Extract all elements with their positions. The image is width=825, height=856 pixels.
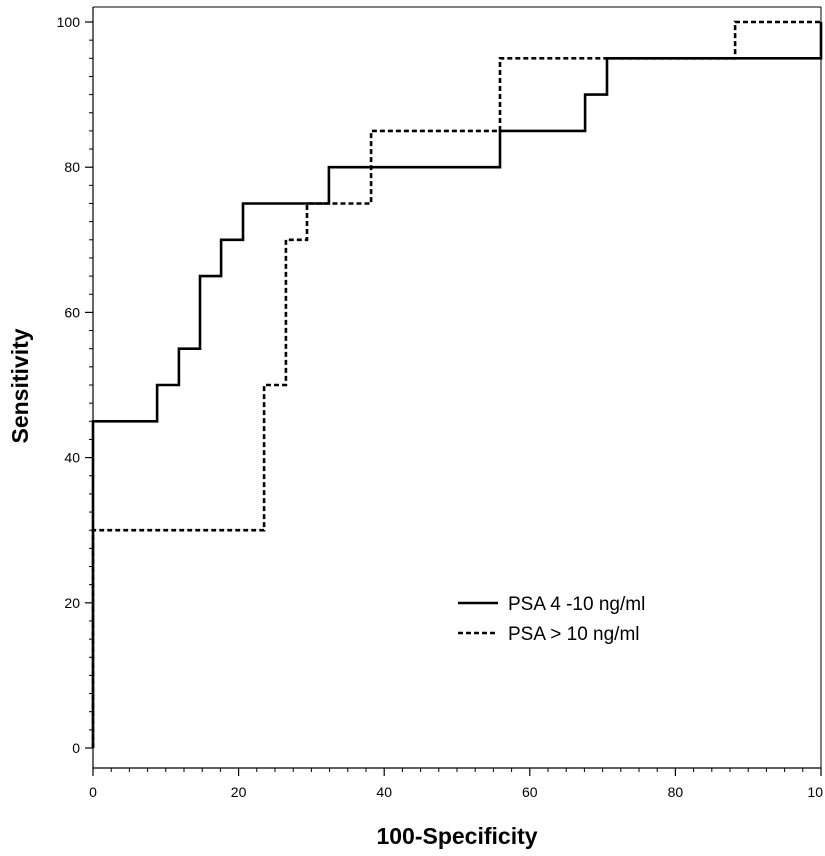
y-tick-labels: 0 20 40 60 80 100: [57, 14, 81, 756]
series-layer: [91, 20, 823, 748]
y-tick-label: 60: [64, 304, 80, 320]
y-axis-title: Sensitivity: [7, 328, 33, 443]
y-tick-label: 0: [72, 740, 80, 756]
plot-frame: [92, 6, 822, 769]
legend-label-psa-over-10: PSA > 10 ng/ml: [508, 624, 640, 645]
minor-ticks: [89, 39, 804, 772]
x-tick-label: 40: [376, 784, 392, 800]
x-tick-label: 20: [231, 784, 247, 800]
legend: PSA 4 -10 ng/ml PSA > 10 ng/ml: [458, 594, 645, 645]
x-tick-label: 60: [522, 784, 538, 800]
series-line-psa-over-10: [91, 20, 821, 748]
x-axis-title: 100-Specificity: [376, 823, 537, 849]
x-tick-label: 80: [668, 784, 684, 800]
y-tick-label: 20: [64, 595, 80, 611]
y-tick-label: 40: [64, 450, 80, 466]
series-line-psa-4-10: [91, 22, 823, 748]
y-tick-label: 80: [64, 159, 80, 175]
x-tick-label: 10: [807, 784, 823, 800]
x-tick-labels: 0 20 40 60 80 10: [89, 784, 823, 800]
legend-label-psa-4-10: PSA 4 -10 ng/ml: [508, 594, 645, 615]
major-ticks: [85, 21, 822, 776]
y-tick-label: 100: [57, 14, 81, 30]
x-tick-label: 0: [89, 784, 97, 800]
